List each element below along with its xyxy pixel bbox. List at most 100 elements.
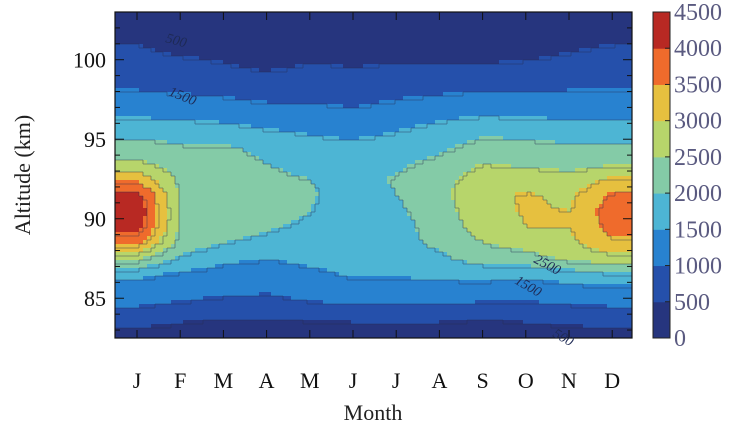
heatmap-cell xyxy=(407,28,412,33)
heatmap-cell xyxy=(207,12,212,17)
heatmap-cell xyxy=(243,84,248,89)
heatmap-cell xyxy=(199,36,204,41)
heatmap-cell xyxy=(407,84,412,89)
heatmap-cell xyxy=(315,20,320,25)
heatmap-cell xyxy=(439,120,444,125)
heatmap-cell xyxy=(547,16,552,21)
heatmap-cell xyxy=(447,24,452,29)
heatmap-cell xyxy=(579,76,584,81)
heatmap-cell xyxy=(435,148,440,153)
heatmap-cell xyxy=(415,36,420,41)
heatmap-cell xyxy=(219,108,224,113)
heatmap-cell xyxy=(195,164,200,169)
heatmap-cell xyxy=(131,140,136,145)
heatmap-cell xyxy=(163,16,168,21)
heatmap-cell xyxy=(503,156,508,161)
heatmap-cell xyxy=(487,144,492,149)
heatmap-cell xyxy=(271,104,276,109)
heatmap-cell xyxy=(403,116,408,121)
heatmap-cell xyxy=(351,88,356,93)
heatmap-cell xyxy=(183,68,188,73)
heatmap-cell xyxy=(191,32,196,37)
heatmap-cell xyxy=(523,64,528,69)
heatmap-cell xyxy=(427,20,432,25)
heatmap-cell xyxy=(151,104,156,109)
heatmap-cell xyxy=(363,64,368,69)
heatmap-cell xyxy=(255,60,260,65)
heatmap-cell xyxy=(135,20,140,25)
heatmap-cell xyxy=(379,136,384,141)
heatmap-cell xyxy=(615,140,620,145)
heatmap-cell xyxy=(571,12,576,17)
heatmap-cell xyxy=(203,96,208,101)
heatmap-cell xyxy=(415,104,420,109)
heatmap-cell xyxy=(563,132,568,137)
heatmap-cell xyxy=(599,128,604,133)
heatmap-cell xyxy=(443,64,448,69)
heatmap-cell xyxy=(291,12,296,17)
heatmap-cell xyxy=(271,32,276,37)
heatmap-cell xyxy=(479,20,484,25)
heatmap-cell xyxy=(411,76,416,81)
heatmap-cell xyxy=(435,120,440,125)
heatmap-cell xyxy=(307,120,312,125)
heatmap-cell xyxy=(415,40,420,45)
heatmap-cell xyxy=(547,104,552,109)
heatmap-cell xyxy=(431,88,436,93)
heatmap-cell xyxy=(531,92,536,97)
heatmap-cell xyxy=(163,52,168,57)
heatmap-cell xyxy=(607,112,612,117)
heatmap-cell xyxy=(275,88,280,93)
heatmap-cell xyxy=(491,20,496,25)
heatmap-cell xyxy=(271,108,276,113)
heatmap-cell xyxy=(295,32,300,37)
heatmap-cell xyxy=(551,44,556,49)
heatmap-cell xyxy=(263,88,268,93)
heatmap-cell xyxy=(219,120,224,125)
heatmap-cell xyxy=(231,136,236,141)
heatmap-cell xyxy=(295,140,300,145)
heatmap-cell xyxy=(279,104,284,109)
heatmap-cell xyxy=(391,16,396,21)
heatmap-cell xyxy=(139,92,144,97)
heatmap-cell xyxy=(419,160,424,165)
heatmap-cell xyxy=(399,100,404,105)
heatmap-cell xyxy=(607,116,612,121)
heatmap-cell xyxy=(367,132,372,137)
heatmap-cell xyxy=(583,68,588,73)
heatmap-cell xyxy=(135,60,140,65)
heatmap-cell xyxy=(315,76,320,81)
heatmap-cell xyxy=(407,100,412,105)
heatmap-cell xyxy=(115,76,120,81)
heatmap-cell xyxy=(319,32,324,37)
heatmap-cell xyxy=(511,104,516,109)
heatmap-cell xyxy=(255,112,260,117)
heatmap-cell xyxy=(415,56,420,61)
heatmap-cell xyxy=(543,156,548,161)
heatmap-cell xyxy=(179,132,184,137)
heatmap-cell xyxy=(283,48,288,53)
heatmap-cell xyxy=(391,148,396,153)
heatmap-cell xyxy=(383,144,388,149)
heatmap-cell xyxy=(539,20,544,25)
heatmap-cell xyxy=(391,116,396,121)
heatmap-cell xyxy=(615,124,620,129)
heatmap-cell xyxy=(343,20,348,25)
heatmap-cell xyxy=(535,120,540,125)
heatmap-cell xyxy=(167,68,172,73)
heatmap-cell xyxy=(507,28,512,33)
heatmap-cell xyxy=(443,100,448,105)
heatmap-cell xyxy=(583,140,588,145)
heatmap-cell xyxy=(411,100,416,105)
heatmap-cell xyxy=(203,16,208,21)
heatmap-cell xyxy=(255,144,260,149)
heatmap-cell xyxy=(239,112,244,117)
heatmap-cell xyxy=(171,132,176,137)
heatmap-cell xyxy=(395,92,400,97)
heatmap-cell xyxy=(355,136,360,141)
heatmap-cell xyxy=(243,108,248,113)
heatmap-cell xyxy=(415,148,420,153)
heatmap-cell xyxy=(311,120,316,125)
heatmap-cell xyxy=(127,56,132,61)
heatmap-cell xyxy=(551,148,556,153)
